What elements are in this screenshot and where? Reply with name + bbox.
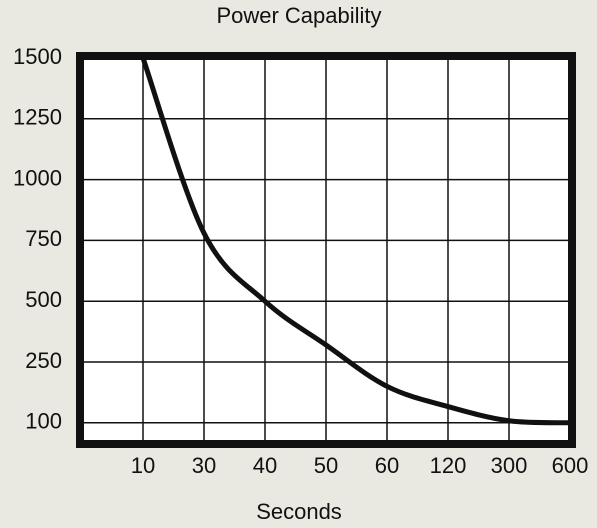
grid [82,56,570,444]
x-tick-label: 10 [131,453,155,478]
x-axis-label: Seconds [256,499,342,524]
x-tick-label: 40 [253,453,277,478]
chart-title: Power Capability [216,3,381,28]
y-tick-label: 750 [25,226,62,251]
plot-border [76,52,576,448]
y-tick-label: 1500 [13,44,62,69]
x-tick-label: 50 [314,453,338,478]
y-tick-label: 250 [25,348,62,373]
x-tick-label: 300 [491,453,528,478]
y-tick-label: 500 [25,287,62,312]
line [140,55,573,426]
x-tick-label: 600 [552,453,589,478]
y-tick-label: 1250 [13,105,62,130]
x-tick-label: 60 [375,453,399,478]
y-tick-label: 1000 [13,165,62,190]
x-tick-label: 30 [192,453,216,478]
y-tick-label: 100 [25,409,62,434]
x-tick-label: 120 [430,453,467,478]
marks [140,55,573,426]
